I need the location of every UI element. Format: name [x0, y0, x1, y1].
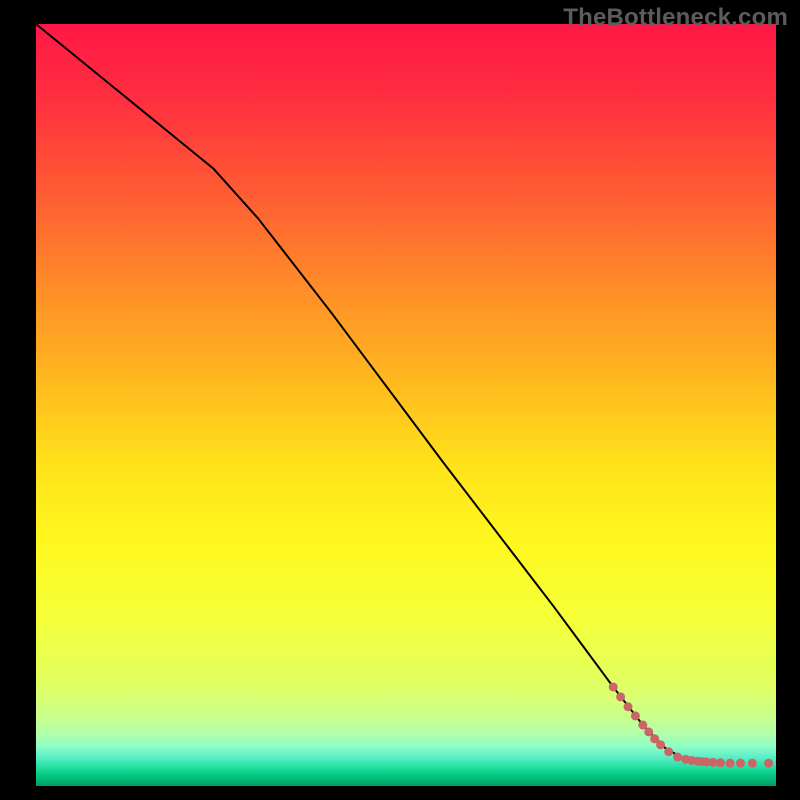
chart-canvas: { "watermark": { "text": "TheBottleneck.… — [0, 0, 800, 800]
data-marker — [709, 758, 717, 766]
watermark-text: TheBottleneck.com — [563, 4, 788, 32]
chart-background — [36, 24, 776, 786]
data-marker — [765, 759, 773, 767]
data-marker — [645, 728, 653, 736]
data-marker — [674, 753, 682, 761]
data-marker — [717, 759, 725, 767]
data-marker — [639, 721, 647, 729]
data-marker — [631, 712, 639, 720]
data-marker — [726, 759, 734, 767]
data-marker — [657, 741, 665, 749]
data-marker — [748, 759, 756, 767]
data-marker — [736, 759, 744, 767]
data-marker — [651, 735, 659, 743]
data-marker — [624, 703, 632, 711]
chart-svg — [0, 0, 800, 800]
data-marker — [609, 683, 617, 691]
data-marker — [617, 693, 625, 701]
data-marker — [665, 748, 673, 756]
